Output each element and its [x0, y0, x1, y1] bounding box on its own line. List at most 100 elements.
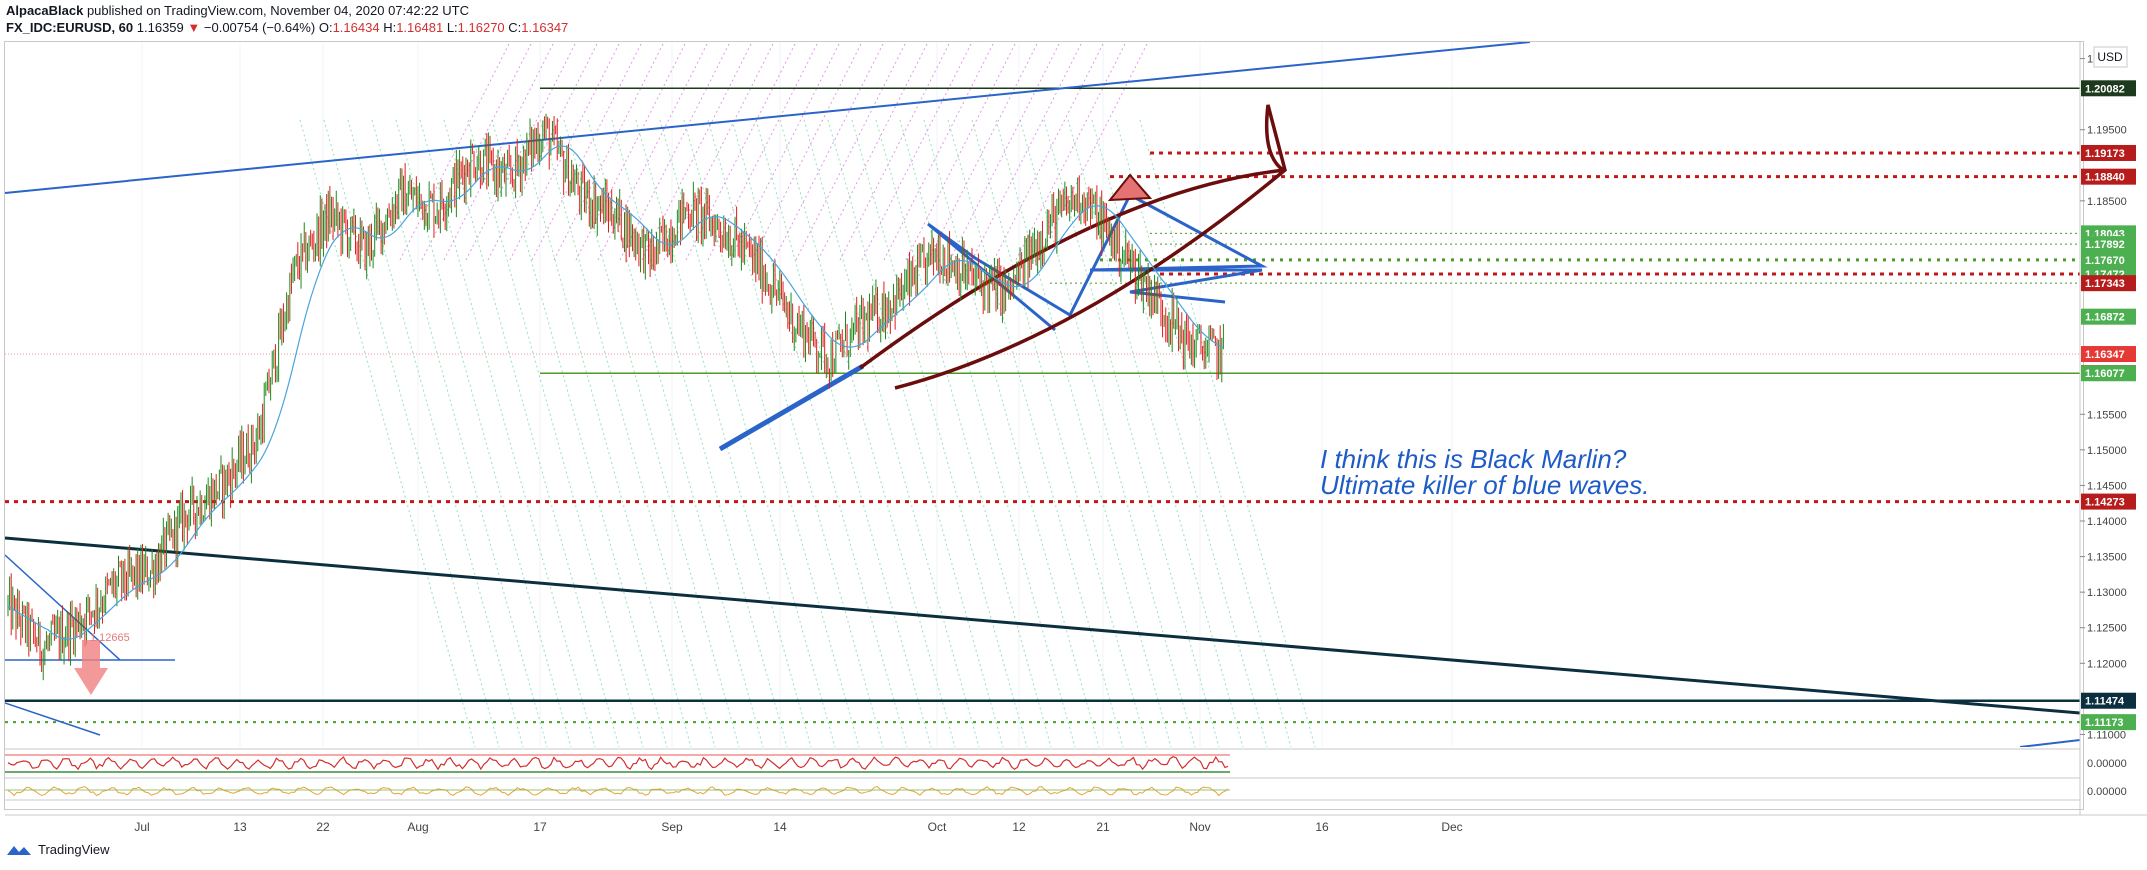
- ohlc-c-label: C:: [508, 20, 522, 35]
- fan-line-magenta: [619, 42, 731, 261]
- fan-line-magenta: [641, 42, 753, 261]
- x-tick-label: 17: [533, 820, 547, 834]
- symbol-name[interactable]: FX_IDC:EURUSD, 60: [6, 20, 134, 35]
- fan-line-magenta: [971, 42, 1083, 261]
- footer: TradingView: [6, 842, 110, 857]
- fan-line-magenta: [817, 42, 929, 261]
- price-badge-label: 1.16347: [2085, 349, 2125, 361]
- x-tick-label: 13: [233, 820, 247, 834]
- price-badge: [2081, 493, 2136, 510]
- price-badge-label: 1.17892: [2085, 239, 2125, 251]
- price-badge: [2081, 714, 2136, 731]
- price-change: −0.00754 (−0.64%): [203, 20, 316, 35]
- fan-line-mint: [995, 119, 1172, 747]
- fan-line-mint: [611, 119, 788, 747]
- chart-header: AlpacaBlack published on TradingView.com…: [6, 2, 568, 36]
- fan-line-magenta: [729, 42, 841, 261]
- y-tick-label: 1.19500: [2087, 125, 2127, 137]
- fan-line-magenta: [883, 42, 995, 261]
- blue-trendline-top: [5, 42, 1531, 194]
- fan-line-mint: [1115, 119, 1292, 747]
- dark-trendline: [5, 536, 2080, 715]
- oscillator-panes: [5, 748, 2080, 801]
- price-badge-label: 1.17670: [2085, 255, 2125, 267]
- fan-line-mint: [323, 119, 500, 747]
- price-badge: [2081, 80, 2136, 97]
- ohlc-open: 1.16434: [332, 20, 380, 35]
- osc-axis-label: 0.00000: [2087, 758, 2127, 770]
- price-badge-label: 1.14273: [2085, 497, 2125, 509]
- ohlc-high: 1.16481: [396, 20, 444, 35]
- last-price: 1.16359: [136, 20, 184, 35]
- price-badge: [2081, 168, 2136, 185]
- blue-thick-line: [718, 363, 865, 452]
- fan-line-mint: [587, 119, 764, 747]
- symbol-line: FX_IDC:EURUSD, 60 1.16359 ▼ −0.00754 (−0…: [6, 19, 568, 36]
- fan-line-magenta: [839, 42, 951, 261]
- y-tick-label: 1.11000: [2087, 729, 2126, 741]
- y-tick-label: 1.13500: [2087, 552, 2127, 564]
- x-tick-label: 16: [1315, 820, 1329, 834]
- price-badge: [2081, 692, 2136, 709]
- fan-line-magenta: [399, 42, 511, 261]
- price-badge: [2081, 275, 2136, 292]
- x-tick-label: Nov: [1189, 820, 1210, 834]
- fan-line-mint: [683, 119, 860, 747]
- blue-left-diag: [5, 702, 101, 736]
- y-tick-label: 1.15500: [2087, 409, 2127, 421]
- x-tick-label: Dec: [1441, 820, 1462, 834]
- fan-line-mint: [1139, 119, 1316, 747]
- fan-line-magenta: [861, 42, 973, 261]
- y-tick-label: 1.15000: [2087, 445, 2127, 457]
- fan-line-magenta: [993, 42, 1105, 261]
- fan-line-magenta: [795, 42, 907, 261]
- fan-line-magenta: [487, 42, 599, 261]
- fan-line-mint: [419, 119, 596, 747]
- fan-line-magenta: [773, 42, 885, 261]
- price-badge-label: 1.19173: [2085, 148, 2125, 160]
- fan-line-magenta: [531, 42, 643, 261]
- y-tick-label: 1.14500: [2087, 480, 2127, 492]
- fan-line-magenta: [1037, 42, 1149, 261]
- annotation-line-2: Ultimate killer of blue waves.: [1320, 470, 1649, 500]
- fan-line-magenta: [949, 42, 1061, 261]
- y-tick-label: 1.14000: [2087, 516, 2127, 528]
- down-arrow-marker: [74, 640, 108, 695]
- down-arrow-icon: ▼: [187, 20, 201, 35]
- price-badge: [2081, 251, 2136, 268]
- author-name[interactable]: AlpacaBlack: [6, 3, 84, 18]
- fan-line-mint: [539, 119, 716, 747]
- blue-trendline-bottom: [2019, 739, 2080, 747]
- annotation-line-1: I think this is Black Marlin?: [1320, 444, 1627, 474]
- price-badge-label: 1.16077: [2085, 368, 2125, 380]
- price-badge: [2081, 144, 2136, 161]
- x-tick-label: Jul: [134, 820, 149, 834]
- fan-line-mint: [1067, 119, 1244, 747]
- x-tick-label: Aug: [407, 820, 428, 834]
- fan-line-mint: [947, 119, 1124, 747]
- fan-line-mint: [1091, 119, 1268, 747]
- price-badge: [2081, 365, 2136, 382]
- fan-line-mint: [731, 119, 908, 747]
- fan-line-magenta: [707, 42, 819, 261]
- fan-line-magenta: [553, 42, 665, 261]
- fan-line-mint: [851, 119, 1028, 747]
- marlin-fin: [1107, 173, 1153, 202]
- fan-line-magenta: [597, 42, 709, 261]
- ohlc-h-label: H:: [383, 20, 397, 35]
- fan-line-mint: [779, 119, 956, 747]
- ohlc-o-label: O:: [318, 20, 333, 35]
- fan-line-mint: [347, 119, 524, 747]
- blue-wave-pattern: [927, 192, 1268, 332]
- currency-box[interactable]: [2093, 46, 2128, 68]
- marlin-shape: [858, 104, 1287, 390]
- fan-line-mint: [971, 119, 1148, 747]
- fan-line-mint: [1043, 119, 1220, 747]
- price-badge-label: 1.11474: [2085, 696, 2125, 708]
- fan-line-magenta: [905, 42, 1017, 261]
- y-tick-label: 1.12000: [2087, 658, 2127, 670]
- fan-line-mint: [515, 119, 692, 747]
- oscillator-line-2: [7, 785, 1229, 797]
- overlay-layer: [7, 145, 1224, 695]
